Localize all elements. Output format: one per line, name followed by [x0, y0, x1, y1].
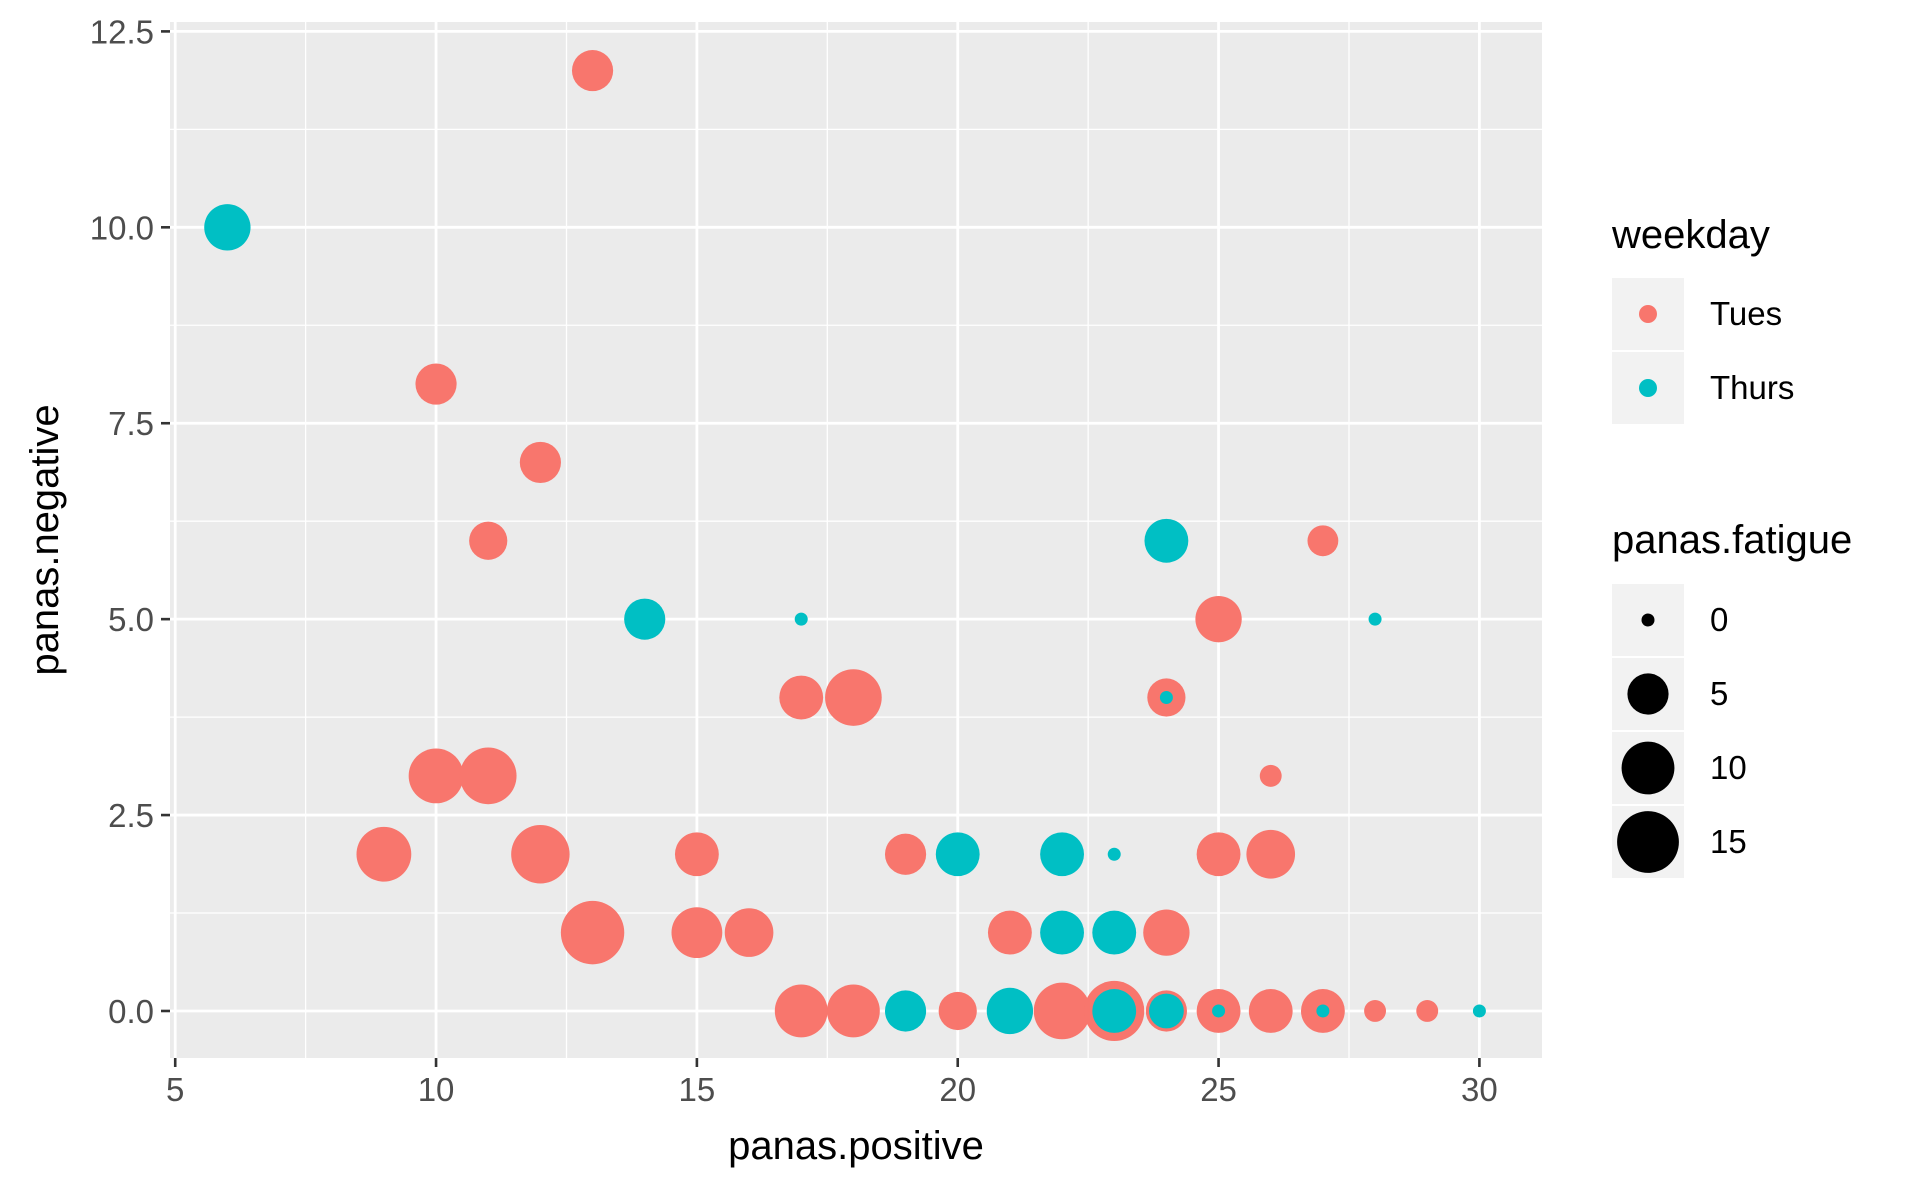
legend-size-label: 10 [1710, 749, 1747, 786]
point-thurs [1040, 832, 1084, 877]
major-gridlines [170, 22, 1542, 1058]
legend-size-label: 15 [1710, 823, 1747, 860]
point-tues [987, 910, 1032, 955]
point-tues [671, 907, 723, 959]
point-tues [459, 747, 517, 805]
point-tues [1143, 909, 1190, 956]
x-tick-label: 5 [166, 1071, 184, 1108]
point-tues [519, 441, 561, 484]
legend-size-key [1621, 741, 1675, 795]
point-thurs [935, 832, 980, 877]
point-thurs [1040, 910, 1084, 955]
point-tues [938, 991, 977, 1031]
point-tues [1246, 829, 1296, 879]
point-tues [356, 826, 412, 882]
point-thurs [1368, 612, 1382, 626]
point-tues [1364, 1000, 1387, 1022]
point-tues [1248, 989, 1293, 1033]
color-legend-title: weekday [1611, 213, 1770, 257]
x-tick-label: 10 [418, 1071, 455, 1108]
point-tues [571, 49, 614, 92]
point-thurs [624, 598, 666, 640]
y-tick-label: 5.0 [108, 601, 154, 638]
legend-size-key [1617, 811, 1679, 873]
size-legend-keys: 0 5 10 15 [1612, 584, 1747, 878]
point-tues [511, 825, 570, 884]
x-tick-label: 20 [939, 1071, 976, 1108]
y-tick-label: 2.5 [108, 797, 154, 834]
point-thurs [1148, 993, 1184, 1029]
point-tues [779, 675, 824, 720]
legend-label-tues: Tues [1710, 295, 1782, 332]
point-tues [560, 900, 625, 965]
legend-key-tues [1639, 305, 1657, 323]
point-thurs [1159, 691, 1173, 705]
point-thurs [794, 612, 808, 626]
x-tick-label: 15 [679, 1071, 716, 1108]
point-thurs [1092, 989, 1137, 1033]
point-tues [1195, 595, 1242, 643]
point-thurs [884, 990, 927, 1032]
axes: 5 10 15 20 25 30 0.0 2.5 5.0 7.5 10.0 12.5 [90, 13, 1498, 1108]
x-tick-label: 25 [1200, 1071, 1237, 1108]
legend-size-label: 0 [1710, 601, 1728, 638]
x-tick-label: 30 [1461, 1071, 1498, 1108]
point-tues [1416, 1000, 1439, 1022]
legend-key-thurs [1639, 379, 1657, 397]
x-axis-title: panas.positive [728, 1124, 984, 1168]
point-tues [825, 669, 882, 726]
point-tues [1033, 982, 1091, 1040]
point-thurs [1107, 847, 1121, 861]
point-thurs [986, 987, 1034, 1035]
point-tues [1307, 525, 1339, 557]
point-tues [674, 832, 719, 877]
point-tues [826, 984, 880, 1038]
point-thurs [1092, 910, 1137, 955]
legend-size-label: 5 [1710, 675, 1728, 712]
point-thurs [1472, 1004, 1486, 1018]
y-tick-label: 7.5 [108, 405, 154, 442]
color-legend-keys: Tues Thurs [1612, 278, 1794, 424]
point-tues [774, 984, 828, 1038]
point-thurs [1316, 1004, 1330, 1018]
y-tick-label: 0.0 [108, 993, 154, 1030]
legend-size-key [1641, 613, 1655, 627]
point-tues [724, 908, 774, 957]
point-thurs [1212, 1004, 1226, 1018]
point-tues [415, 363, 457, 405]
point-thurs [1144, 518, 1189, 563]
legend-label-thurs: Thurs [1710, 369, 1794, 406]
point-tues [408, 748, 464, 804]
data-points [204, 49, 1486, 1042]
point-thurs [204, 204, 251, 251]
point-tues [1196, 832, 1241, 877]
legend: weekday panas.fatigue Tues Thurs 0 5 10 15 [1611, 213, 1852, 878]
minor-gridlines [170, 22, 1542, 1058]
legend-size-key [1627, 673, 1669, 715]
y-tick-label: 10.0 [90, 209, 154, 246]
y-axis-title: panas.negative [23, 404, 67, 675]
size-legend-title: panas.fatigue [1612, 518, 1852, 562]
point-tues [469, 521, 508, 560]
y-tick-label: 12.5 [90, 13, 154, 50]
point-tues [884, 833, 927, 875]
point-tues [1259, 764, 1282, 787]
